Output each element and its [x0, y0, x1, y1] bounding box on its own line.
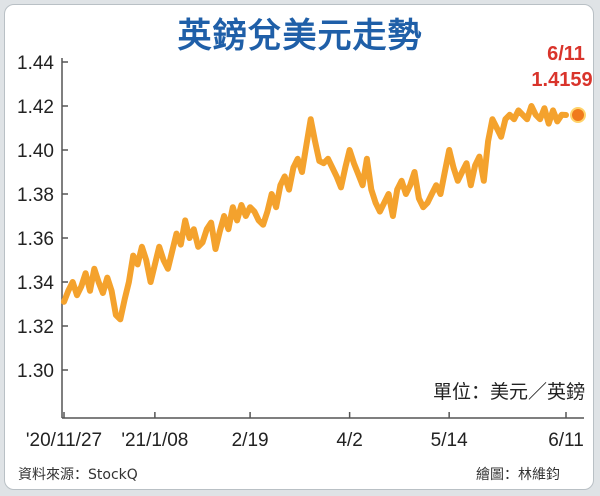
- x-tick-label: 4/2: [336, 430, 362, 451]
- x-tick-label: '20/11/27: [26, 430, 102, 451]
- annotation-value: 1.4159: [531, 69, 592, 91]
- x-axis: '20/11/27 '21/1/08 2/19 4/2 5/14 6/11: [26, 412, 584, 451]
- y-tick-label: 1.34: [17, 273, 54, 294]
- chart-title: 英鎊兌美元走勢: [177, 16, 423, 56]
- series-line: [61, 103, 569, 323]
- x-tick-label: '21/1/08: [121, 430, 188, 451]
- source-label: 資料來源：StockQ: [18, 467, 138, 483]
- annotation-date: 6/11: [547, 43, 585, 65]
- y-tick-label: 1.36: [17, 229, 54, 250]
- y-tick-label: 1.42: [17, 97, 54, 118]
- x-tick-label: 6/11: [548, 430, 584, 451]
- y-tick-label: 1.38: [17, 185, 54, 206]
- y-tick-label: 1.40: [17, 141, 54, 162]
- x-tick-label: 2/19: [232, 430, 269, 451]
- plot-area: [61, 103, 586, 323]
- y-tick-label: 1.32: [17, 317, 54, 338]
- x-tick-label: 5/14: [431, 430, 468, 451]
- chart-frame: [4, 4, 594, 490]
- credit-label: 繪圖：林維鈞: [476, 467, 560, 483]
- y-tick-label: 1.30: [17, 361, 54, 382]
- last-point-marker: [570, 107, 586, 124]
- unit-label: 單位：美元／英鎊: [433, 381, 585, 403]
- y-tick-label: 1.44: [17, 53, 54, 74]
- y-axis: 1.44 1.42 1.40 1.38 1.36 1.34 1.32 1.30: [17, 53, 68, 418]
